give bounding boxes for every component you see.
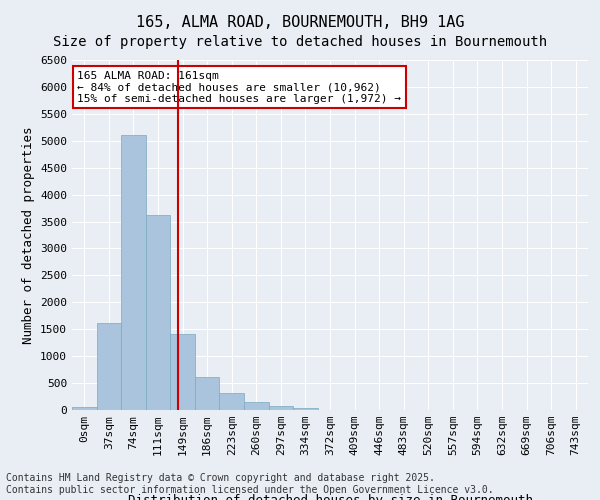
Bar <box>220 394 244 410</box>
Bar <box>97 323 121 410</box>
Bar <box>121 136 146 410</box>
X-axis label: Distribution of detached houses by size in Bournemouth: Distribution of detached houses by size … <box>128 494 533 500</box>
Bar <box>72 406 97 410</box>
Bar <box>146 215 170 410</box>
Bar <box>170 334 195 410</box>
Text: Contains HM Land Registry data © Crown copyright and database right 2025.
Contai: Contains HM Land Registry data © Crown c… <box>6 474 494 495</box>
Text: 165, ALMA ROAD, BOURNEMOUTH, BH9 1AG: 165, ALMA ROAD, BOURNEMOUTH, BH9 1AG <box>136 15 464 30</box>
Bar <box>269 406 293 410</box>
Text: 165 ALMA ROAD: 161sqm
← 84% of detached houses are smaller (10,962)
15% of semi-: 165 ALMA ROAD: 161sqm ← 84% of detached … <box>77 70 401 104</box>
Bar <box>293 408 318 410</box>
Y-axis label: Number of detached properties: Number of detached properties <box>22 126 35 344</box>
Bar <box>244 402 269 410</box>
Bar <box>195 377 220 410</box>
Text: Size of property relative to detached houses in Bournemouth: Size of property relative to detached ho… <box>53 35 547 49</box>
